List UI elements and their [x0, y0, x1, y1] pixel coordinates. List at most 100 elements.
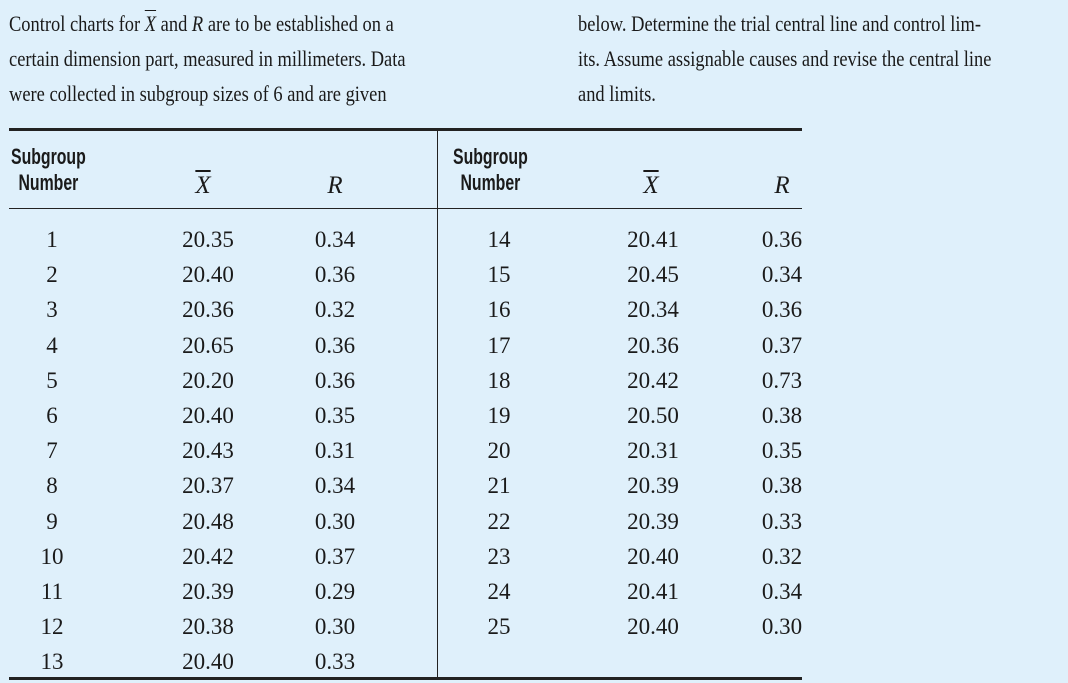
cell-r-right: 0.73 — [761, 367, 803, 393]
cell-r-left: 0.36 — [314, 367, 356, 393]
cell-r-left: 0.31 — [314, 438, 356, 464]
cell-subgroup-right: 17 — [487, 332, 511, 358]
cell-r-left: 0.33 — [314, 649, 356, 675]
cell-r-left: 0.37 — [314, 543, 356, 569]
cell-xbar-right: 20.39 — [627, 508, 679, 534]
cell-xbar-left: 20.36 — [182, 297, 234, 323]
cell-subgroup-right: 14 — [487, 227, 511, 252]
table-column-divider — [437, 131, 438, 677]
cell-subgroup-right: 20 — [487, 438, 511, 464]
cell-r-left: 0.36 — [314, 332, 356, 358]
cell-xbar-left: 20.20 — [182, 367, 234, 393]
cell-xbar-right: 20.34 — [627, 297, 679, 323]
cell-xbar-left: 20.40 — [182, 262, 234, 288]
cell-subgroup-left: 11 — [40, 579, 64, 604]
header-subgroup-text: Subgroup — [453, 144, 528, 169]
cell-r-left: 0.30 — [314, 508, 356, 534]
cell-subgroup-right: 15 — [487, 262, 511, 288]
cell-subgroup-right: 25 — [487, 614, 511, 640]
cell-subgroup-right: 19 — [487, 403, 511, 428]
cell-r-right: 0.38 — [761, 473, 803, 499]
cell-r-left: 0.30 — [314, 614, 356, 640]
header-subgroup-text: Subgroup — [11, 144, 86, 169]
cell-xbar-left: 20.65 — [182, 332, 234, 358]
cell-xbar-right: 20.41 — [627, 579, 679, 604]
header-xbar-right: X — [643, 172, 659, 199]
cell-subgroup-left: 7 — [46, 438, 58, 464]
problem-line-2: certain dimension part, measured in mill… — [9, 46, 406, 71]
header-r-left: R — [327, 172, 343, 199]
cell-subgroup-right: 24 — [487, 579, 511, 604]
problem-text-span: are to be established on a — [203, 11, 394, 36]
problem-text-right: below. Determine the trial central line … — [578, 6, 991, 111]
r-symbol: R — [191, 11, 204, 36]
cell-subgroup-right: 23 — [487, 543, 511, 569]
cell-xbar-left: 20.42 — [182, 543, 234, 569]
cell-r-right: 0.37 — [761, 332, 803, 358]
cell-xbar-left: 20.40 — [182, 649, 234, 675]
header-xbar-left: X — [195, 172, 211, 199]
table-top-rule — [9, 128, 802, 131]
header-subgroup-number-left: Subgroup Number — [11, 144, 86, 196]
cell-subgroup-left: 12 — [40, 614, 64, 640]
cell-r-right: 0.30 — [761, 614, 803, 640]
cell-xbar-right: 20.40 — [627, 614, 679, 640]
cell-subgroup-right: 16 — [487, 297, 511, 323]
problem-line-5: its. Assume assignable causes and revise… — [578, 46, 992, 71]
problem-line-3: were collected in subgroup sizes of 6 an… — [9, 81, 387, 106]
problem-text-span: and — [156, 11, 192, 36]
cell-subgroup-left: 13 — [40, 649, 64, 675]
cell-r-left: 0.32 — [314, 297, 356, 323]
header-number-text: Number — [18, 170, 79, 195]
cell-xbar-right: 20.45 — [627, 262, 679, 288]
problem-line-1: Control charts for X and R are to be est… — [9, 6, 406, 41]
cell-subgroup-right: 18 — [487, 367, 511, 393]
cell-r-left: 0.35 — [314, 403, 356, 428]
cell-subgroup-left: 9 — [46, 508, 58, 534]
cell-r-right: 0.33 — [761, 508, 803, 534]
header-r-right: R — [774, 172, 790, 199]
cell-r-left: 0.34 — [314, 227, 356, 252]
cell-r-left: 0.34 — [314, 473, 356, 499]
cell-xbar-right: 20.42 — [627, 367, 679, 393]
cell-xbar-left: 20.43 — [182, 438, 234, 464]
cell-xbar-right: 20.50 — [627, 403, 679, 428]
cell-xbar-left: 20.38 — [182, 614, 234, 640]
cell-r-right: 0.36 — [761, 227, 803, 252]
header-subgroup-number-right: Subgroup Number — [453, 144, 528, 196]
problem-text-span: Control charts for — [9, 11, 145, 36]
cell-subgroup-right: 22 — [487, 508, 511, 534]
cell-xbar-left: 20.40 — [182, 403, 234, 428]
problem-text-left: Control charts for X and R are to be est… — [9, 6, 406, 111]
table-header-rule — [9, 208, 802, 209]
cell-subgroup-right: 21 — [487, 473, 511, 499]
cell-xbar-right: 20.40 — [627, 543, 679, 569]
cell-subgroup-left: 1 — [46, 227, 58, 252]
cell-xbar-left: 20.37 — [182, 473, 234, 499]
cell-subgroup-left: 6 — [46, 403, 58, 428]
cell-subgroup-left: 3 — [46, 297, 58, 323]
problem-line-4: below. Determine the trial central line … — [578, 11, 982, 36]
cell-subgroup-left: 4 — [46, 332, 58, 358]
cell-r-right: 0.34 — [761, 579, 803, 604]
header-number-text: Number — [460, 170, 521, 195]
cell-xbar-left: 20.39 — [182, 579, 234, 604]
cell-xbar-left: 20.35 — [182, 227, 234, 252]
table-bottom-rule — [9, 677, 802, 680]
cell-r-left: 0.36 — [314, 262, 356, 288]
cell-xbar-right: 20.31 — [627, 438, 679, 464]
cell-xbar-right: 20.36 — [627, 332, 679, 358]
cell-r-right: 0.34 — [761, 262, 803, 288]
cell-r-right: 0.38 — [761, 403, 803, 428]
cell-r-right: 0.32 — [761, 543, 803, 569]
cell-r-right: 0.36 — [761, 297, 803, 323]
cell-r-left: 0.29 — [314, 579, 356, 604]
cell-xbar-right: 20.41 — [627, 227, 679, 252]
cell-subgroup-left: 8 — [46, 473, 58, 499]
xbar-symbol: X — [144, 11, 157, 36]
cell-r-right: 0.35 — [761, 438, 803, 464]
cell-xbar-right: 20.39 — [627, 473, 679, 499]
cell-subgroup-left: 5 — [46, 367, 58, 393]
cell-xbar-left: 20.48 — [182, 508, 234, 534]
cell-subgroup-left: 2 — [46, 262, 58, 288]
